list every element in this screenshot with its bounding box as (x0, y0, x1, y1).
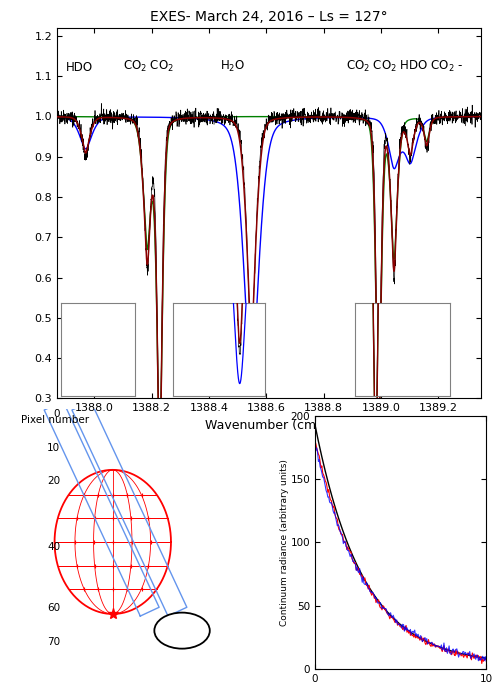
Text: HDO: HDO (65, 61, 93, 74)
Text: 40: 40 (47, 543, 60, 552)
Y-axis label: Continuum radiance (arbitrary units): Continuum radiance (arbitrary units) (280, 459, 289, 626)
Text: CO$_2$ CO$_2$: CO$_2$ CO$_2$ (123, 59, 174, 74)
Text: 10: 10 (47, 443, 60, 453)
Text: 70: 70 (47, 637, 60, 647)
Ellipse shape (154, 613, 210, 649)
Text: 60: 60 (47, 604, 60, 613)
Text: FOV: FOV (168, 624, 196, 637)
Text: Pixel number: Pixel number (21, 415, 89, 425)
Text: H$_2$O: H$_2$O (220, 59, 246, 74)
Text: 20: 20 (47, 476, 60, 486)
Text: 0: 0 (54, 410, 60, 419)
Text: CO$_2$ CO$_2$ HDO CO$_2$ -: CO$_2$ CO$_2$ HDO CO$_2$ - (346, 59, 464, 74)
Title: EXES- March 24, 2016 – Ls = 127°: EXES- March 24, 2016 – Ls = 127° (150, 10, 388, 24)
X-axis label: Wavenumber (cm-1): Wavenumber (cm-1) (205, 419, 333, 432)
